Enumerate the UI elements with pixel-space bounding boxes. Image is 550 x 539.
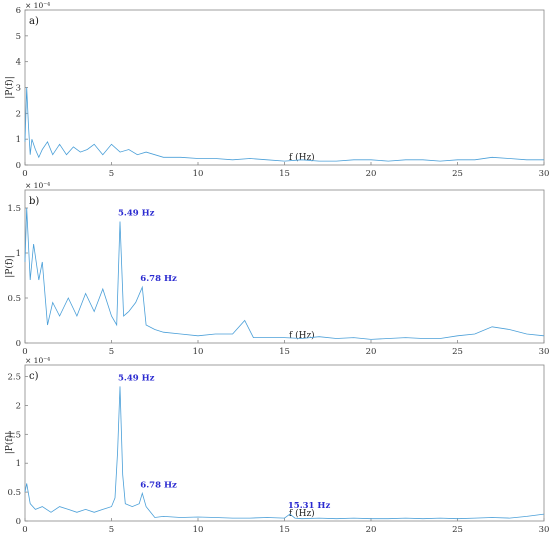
y-tick-label: 6 xyxy=(16,6,21,16)
x-tick-label: 0 xyxy=(22,347,27,357)
y-tick-label: 3 xyxy=(16,84,21,94)
x-tick-label: 20 xyxy=(366,169,377,179)
y-tick-label: 1 xyxy=(16,459,21,469)
y-tick-label: 0 xyxy=(16,161,21,171)
peak-annotation: 5.49 Hz xyxy=(118,373,155,383)
y-exponent-label: × 10⁻⁴ xyxy=(25,356,50,365)
y-tick-label: 2.5 xyxy=(7,373,21,383)
y-exponent-label: × 10⁻⁴ xyxy=(25,181,50,190)
x-tick-label: 25 xyxy=(452,525,463,535)
x-axis-title: f (Hz) xyxy=(289,152,315,163)
panel-b: 0 5 10 15 20 25 30 0 0.5 1 1.5 × 10⁻⁴ b) f (Hz) |P(f)|… xyxy=(4,181,549,357)
y-axis-title: |P(f)| xyxy=(4,76,15,98)
y-tick-label: 1.5 xyxy=(7,204,21,214)
x-tick-label: 15 xyxy=(279,347,290,357)
x-tick-label: 25 xyxy=(452,347,463,357)
y-tick-label: 5 xyxy=(16,32,21,42)
x-axis-title: f (Hz) xyxy=(289,330,315,341)
panel-label: a) xyxy=(29,16,39,27)
panel-a: 0 5 10 15 20 25 30 0 1 2 3 4 5 6 × 10⁻⁴ a) f (Hz) |P(f)| xyxy=(4,1,549,179)
plot-frame xyxy=(24,364,545,522)
x-axis-title: f (Hz) xyxy=(289,508,315,519)
y-exponent-label: × 10⁻⁴ xyxy=(25,1,50,10)
peak-annotation: 15.31 Hz xyxy=(288,501,331,511)
panel-label: c) xyxy=(29,371,39,382)
y-tick-label: 4 xyxy=(16,58,21,68)
x-tick-label: 10 xyxy=(193,169,204,179)
y-axis-title: |P(f)| xyxy=(4,432,15,454)
y-tick-label: 0 xyxy=(16,517,21,527)
x-tick-label: 5 xyxy=(109,347,114,357)
y-tick-label: 0.5 xyxy=(7,294,21,304)
y-tick-label: 0 xyxy=(16,339,21,349)
x-tick-label: 25 xyxy=(452,169,463,179)
x-tick-label: 5 xyxy=(109,525,114,535)
y-tick-label: 0.5 xyxy=(7,488,21,498)
x-tick-label: 0 xyxy=(22,525,27,535)
peak-annotation: 5.49 Hz xyxy=(118,209,155,219)
y-tick-label: 1 xyxy=(16,135,21,145)
y-axis-title: |P(f)| xyxy=(4,255,15,277)
x-tick-label: 20 xyxy=(366,347,377,357)
y-tick-label: 1 xyxy=(16,249,21,259)
spectrum-line xyxy=(24,386,545,520)
x-tick-label: 20 xyxy=(366,525,377,535)
peak-annotation: 6.78 Hz xyxy=(140,274,177,284)
y-tick-label: 1.5 xyxy=(7,430,21,440)
panel-c: 0 5 10 15 20 25 30 0 0.5 1 1.5 2 2.5 × 10⁻⁴ c) f (Hz) |P… xyxy=(4,356,549,535)
spectrum-line xyxy=(24,87,544,162)
y-tick-label: 2 xyxy=(16,109,21,119)
plot-frame xyxy=(24,9,545,166)
plot-frame xyxy=(24,189,545,344)
x-tick-label: 30 xyxy=(539,525,550,535)
x-tick-label: 10 xyxy=(193,347,204,357)
y-tick-label: 2 xyxy=(16,401,21,411)
peak-annotation: 6.78 Hz xyxy=(140,480,177,490)
panel-label: b) xyxy=(29,196,39,207)
spectrum-line xyxy=(24,207,545,340)
x-tick-label: 0 xyxy=(22,169,27,179)
x-tick-label: 30 xyxy=(539,169,550,179)
x-tick-label: 15 xyxy=(279,169,290,179)
x-tick-label: 10 xyxy=(193,525,204,535)
x-tick-label: 15 xyxy=(279,525,290,535)
x-tick-label: 5 xyxy=(109,169,114,179)
x-tick-label: 30 xyxy=(539,347,550,357)
